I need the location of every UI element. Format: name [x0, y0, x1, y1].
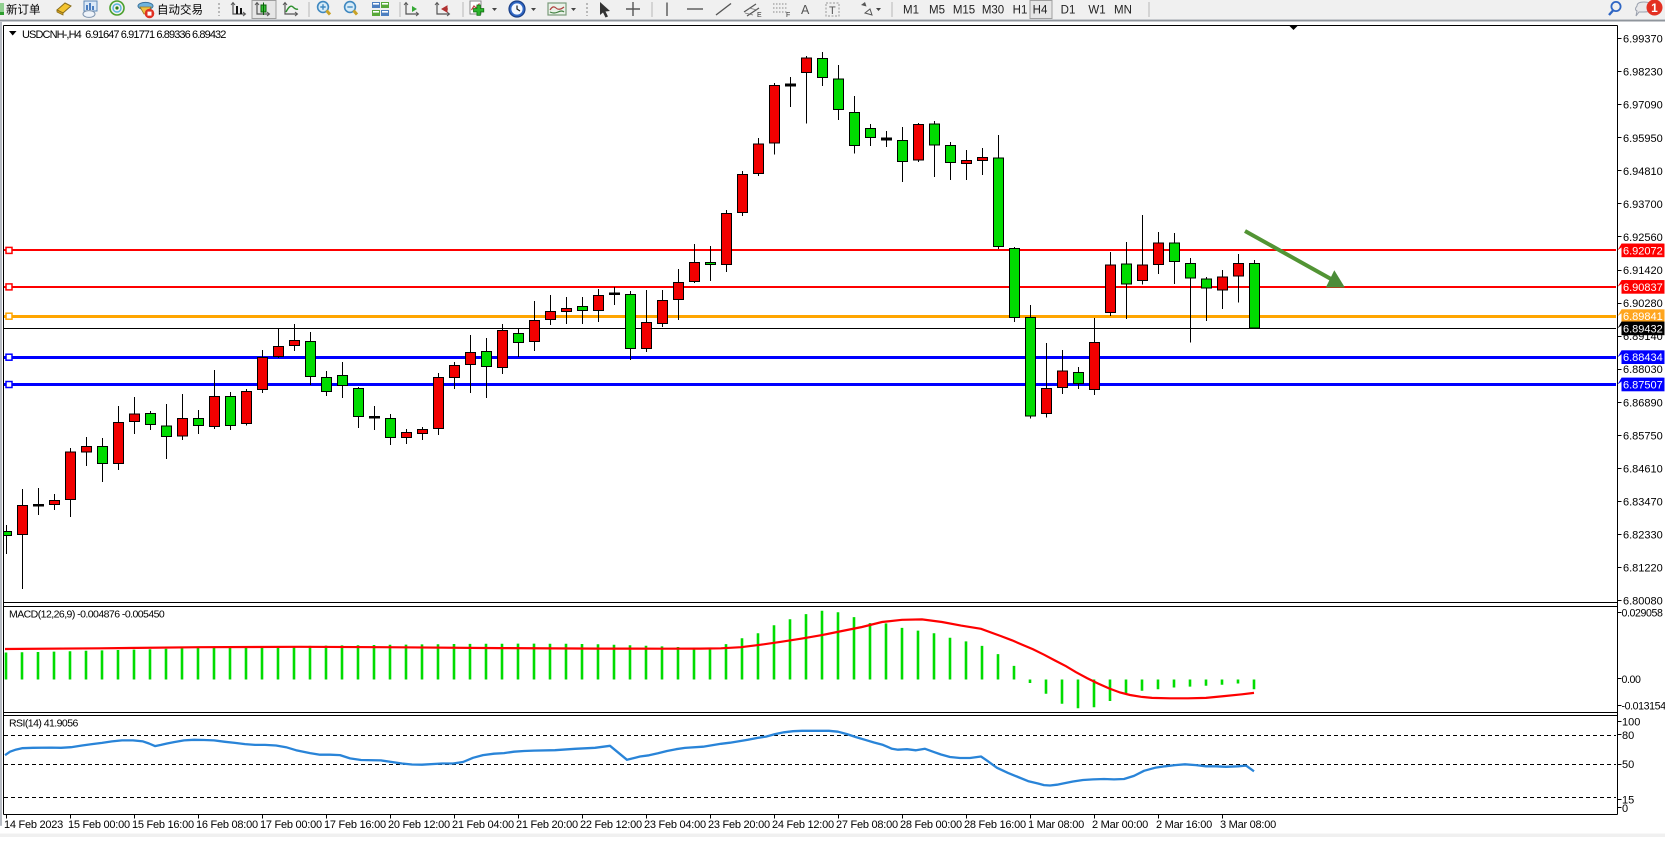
svg-text:6.91420: 6.91420 [1623, 265, 1663, 277]
svg-text:M1: M1 [903, 5, 919, 17]
svg-text:100: 100 [1622, 717, 1640, 729]
svg-text:MACD(12,26,9) -0.004876 -0.005: MACD(12,26,9) -0.004876 -0.005450 [9, 609, 165, 621]
svg-text:RSI(14) 41.9056: RSI(14) 41.9056 [9, 718, 79, 730]
svg-text:6.86890: 6.86890 [1623, 397, 1663, 409]
svg-text:6.88030: 6.88030 [1623, 364, 1663, 376]
svg-text:6.88434: 6.88434 [1623, 352, 1663, 364]
svg-text:2 Mar 00:00: 2 Mar 00:00 [1092, 819, 1148, 831]
svg-text:H1: H1 [1013, 5, 1028, 17]
svg-text:W1: W1 [1088, 5, 1105, 17]
svg-text:M15: M15 [953, 5, 975, 17]
svg-text:0.00: 0.00 [1622, 674, 1642, 686]
svg-text:27 Feb 08:00: 27 Feb 08:00 [836, 819, 898, 831]
svg-text:23 Feb 20:00: 23 Feb 20:00 [708, 819, 770, 831]
svg-text:21 Feb 20:00: 21 Feb 20:00 [516, 819, 578, 831]
svg-text:T: T [829, 5, 836, 17]
svg-text:15 Feb 00:00: 15 Feb 00:00 [68, 819, 130, 831]
svg-text:6.99370: 6.99370 [1623, 34, 1663, 46]
svg-text:2 Mar 16:00: 2 Mar 16:00 [1156, 819, 1212, 831]
svg-text:80: 80 [1622, 730, 1634, 742]
svg-text:6.89841: 6.89841 [1623, 311, 1663, 323]
svg-text:15 Feb 16:00: 15 Feb 16:00 [132, 819, 194, 831]
svg-text:0: 0 [1622, 803, 1628, 815]
svg-text:6.84610: 6.84610 [1623, 463, 1663, 475]
svg-text:6.94810: 6.94810 [1623, 166, 1663, 178]
svg-text:6.81220: 6.81220 [1623, 563, 1663, 575]
svg-text:6.93700: 6.93700 [1623, 199, 1663, 211]
svg-text:17 Feb 00:00: 17 Feb 00:00 [260, 819, 322, 831]
svg-text:20 Feb 12:00: 20 Feb 12:00 [388, 819, 450, 831]
svg-text:6.85750: 6.85750 [1623, 430, 1663, 442]
svg-text:23 Feb 04:00: 23 Feb 04:00 [644, 819, 706, 831]
svg-text:6.95950: 6.95950 [1623, 133, 1663, 145]
svg-text:6.83470: 6.83470 [1623, 496, 1663, 508]
svg-text:28 Feb 16:00: 28 Feb 16:00 [964, 819, 1026, 831]
svg-text:17 Feb 16:00: 17 Feb 16:00 [324, 819, 386, 831]
svg-text:M30: M30 [982, 5, 1004, 17]
svg-text:22 Feb 12:00: 22 Feb 12:00 [580, 819, 642, 831]
svg-text:MN: MN [1114, 5, 1132, 17]
svg-text:21 Feb 04:00: 21 Feb 04:00 [452, 819, 514, 831]
svg-text:6.98230: 6.98230 [1623, 67, 1663, 79]
svg-text:1 Mar 08:00: 1 Mar 08:00 [1028, 819, 1084, 831]
svg-text:6.80080: 6.80080 [1623, 596, 1663, 608]
svg-text:-0.013154: -0.013154 [1622, 701, 1665, 713]
svg-text:24 Feb 12:00: 24 Feb 12:00 [772, 819, 834, 831]
svg-text:D1: D1 [1061, 5, 1076, 17]
svg-text:50: 50 [1622, 759, 1634, 771]
svg-text:M5: M5 [929, 5, 945, 17]
svg-text:28 Feb 00:00: 28 Feb 00:00 [900, 819, 962, 831]
svg-text:6.87507: 6.87507 [1623, 380, 1663, 392]
svg-text:6.97090: 6.97090 [1623, 100, 1663, 112]
svg-text:E: E [757, 12, 762, 19]
svg-text:6.82330: 6.82330 [1623, 530, 1663, 542]
svg-text:6.89432: 6.89432 [1623, 323, 1663, 335]
svg-text:1: 1 [1651, 1, 1658, 15]
svg-text:6.92072: 6.92072 [1623, 245, 1663, 257]
svg-text:14 Feb 2023: 14 Feb 2023 [4, 819, 63, 831]
svg-text:A: A [801, 3, 810, 17]
svg-text:6.92560: 6.92560 [1623, 232, 1663, 244]
svg-text:H4: H4 [1033, 5, 1048, 17]
svg-text:新订单: 新订单 [6, 3, 41, 17]
svg-text:6.90837: 6.90837 [1623, 282, 1663, 294]
svg-text:6.90280: 6.90280 [1623, 298, 1663, 310]
svg-text:0.029058: 0.029058 [1622, 608, 1663, 620]
svg-text:16 Feb 08:00: 16 Feb 08:00 [196, 819, 258, 831]
svg-text:F: F [786, 12, 790, 19]
svg-text:自动交易: 自动交易 [157, 3, 203, 17]
svg-text:USDCNH-,H4 6.91647 6.91771 6.: USDCNH-,H4 6.91647 6.91771 6.89336 6.894… [22, 29, 226, 41]
svg-text:3 Mar 08:00: 3 Mar 08:00 [1220, 819, 1276, 831]
